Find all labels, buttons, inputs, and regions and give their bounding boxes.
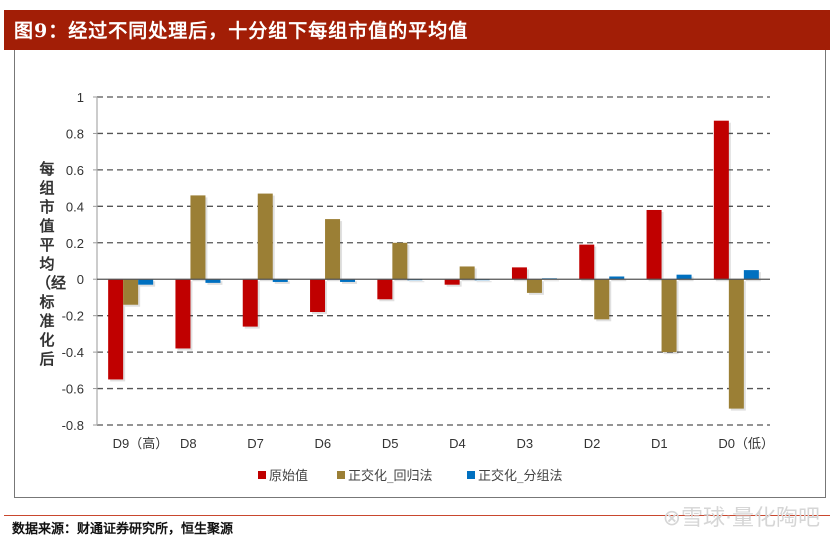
bar <box>646 209 662 280</box>
legend-label: 正交化_分组法 <box>478 468 563 484</box>
bar-shadow <box>476 281 492 283</box>
chart-title: 图9：经过不同处理后，十分组下每组市值的平均值 <box>14 20 469 42</box>
bar <box>242 279 258 327</box>
bar <box>138 279 154 285</box>
bar <box>205 279 221 283</box>
bar <box>713 120 729 280</box>
y-tick-label: 0.6 <box>66 163 84 178</box>
y-tick-label: 0 <box>77 272 84 287</box>
legend-swatch <box>467 471 475 479</box>
y-tick-label: -0.8 <box>62 418 84 433</box>
data-source: 数据来源：财通证券研究所，恒生聚源 <box>12 522 234 537</box>
x-tick-label: D1 <box>651 436 668 451</box>
x-tick-label: D8 <box>180 436 197 451</box>
bar <box>444 279 460 285</box>
y-tick-label: 1 <box>77 90 84 105</box>
bar <box>661 279 677 353</box>
y-tick-label: -0.2 <box>62 309 84 324</box>
legend-label: 正交化_回归法 <box>348 468 433 484</box>
bar <box>272 279 288 282</box>
x-tick-label: D0（低） <box>718 436 774 451</box>
watermark: ⊗雪球·量化陶吧 <box>662 506 820 531</box>
bar <box>459 266 475 280</box>
title-banner: 图9：经过不同处理后，十分组下每组市值的平均值 <box>4 10 830 50</box>
bar-shadow <box>409 281 425 283</box>
bar <box>728 279 744 409</box>
bar <box>743 270 759 280</box>
bar-shadow <box>543 280 559 282</box>
x-tick-label: D2 <box>584 436 601 451</box>
bar-shadow <box>611 278 627 282</box>
x-tick-label: D6 <box>315 436 332 451</box>
bar <box>325 219 341 280</box>
footer-divider <box>4 515 830 516</box>
legend-label: 原始值 <box>269 468 308 484</box>
bar <box>108 279 124 380</box>
x-tick-label: D4 <box>449 436 466 451</box>
bar <box>310 279 326 313</box>
x-tick-label: D5 <box>382 436 399 451</box>
y-tick-label: 0.2 <box>66 236 84 251</box>
x-tick-label: D3 <box>516 436 533 451</box>
y-tick-label: -0.4 <box>62 345 84 360</box>
x-tick-label: D9（高） <box>113 436 169 451</box>
y-tick-label: -0.6 <box>62 382 84 397</box>
bar <box>579 244 595 280</box>
bar <box>123 279 139 305</box>
bar <box>175 279 191 349</box>
bar <box>526 279 542 293</box>
bar <box>511 267 527 280</box>
bar-shadow <box>274 281 290 284</box>
bar <box>190 195 206 280</box>
legend-swatch <box>258 471 266 479</box>
y-tick-label: 0.4 <box>66 199 84 214</box>
y-tick-label: 0.8 <box>66 126 84 141</box>
x-tick-label: D7 <box>247 436 264 451</box>
chart-frame <box>14 50 826 498</box>
bar <box>377 279 393 300</box>
bar <box>392 242 408 280</box>
bar <box>594 279 610 320</box>
bar <box>340 279 356 282</box>
bar <box>609 276 625 280</box>
bar-shadow <box>342 281 358 284</box>
bar <box>257 193 273 280</box>
legend-swatch <box>337 471 345 479</box>
bar-shadow <box>207 281 223 285</box>
bar <box>676 274 692 280</box>
